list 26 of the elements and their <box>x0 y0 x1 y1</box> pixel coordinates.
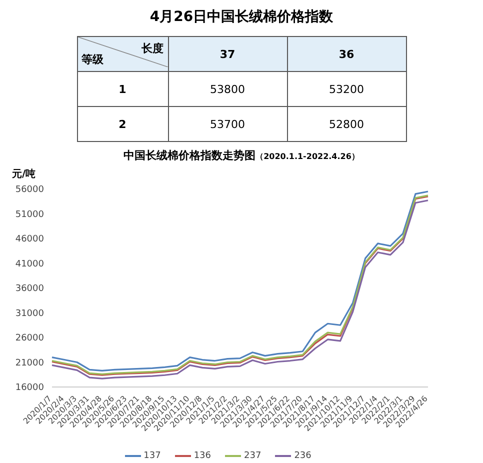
y-tick-label: 21000 <box>15 358 44 368</box>
y-tick-label: 36000 <box>15 284 44 294</box>
y-tick-label: 1 <box>77 72 168 106</box>
y-axis-title: 元/吨 <box>12 168 37 181</box>
chart-title: 4月26日中国长绒棉价格指数 <box>148 8 334 26</box>
chart-subtitle: （2020.1.1-2022.4.26） <box>256 152 360 161</box>
y-tick-label: 2 <box>77 106 168 142</box>
data-label: 53700 <box>168 106 287 142</box>
data-label: 53200 <box>287 72 406 106</box>
y-tick-label: 46000 <box>15 234 44 245</box>
y-tick-label: 26000 <box>15 334 44 344</box>
legend-label: 237 <box>243 451 262 461</box>
legend-label: 137 <box>142 451 161 461</box>
y-tick-label: 41000 <box>15 259 44 270</box>
y-tick-label: 56000 <box>15 185 44 196</box>
data-label: 52800 <box>287 106 406 142</box>
legend-label: 136 <box>192 451 211 461</box>
data-label: 53800 <box>168 72 287 106</box>
x-tick-label: 37 <box>168 36 287 72</box>
legend-label: 236 <box>293 451 312 461</box>
y-tick-label: 31000 <box>15 308 44 319</box>
y-tick-label: 16000 <box>15 383 44 394</box>
y-axis-title: 等级 <box>82 52 104 67</box>
y-tick-label: 51000 <box>15 210 44 220</box>
x-tick-label: 36 <box>287 36 406 72</box>
x-axis-title: 长度 <box>142 41 164 56</box>
